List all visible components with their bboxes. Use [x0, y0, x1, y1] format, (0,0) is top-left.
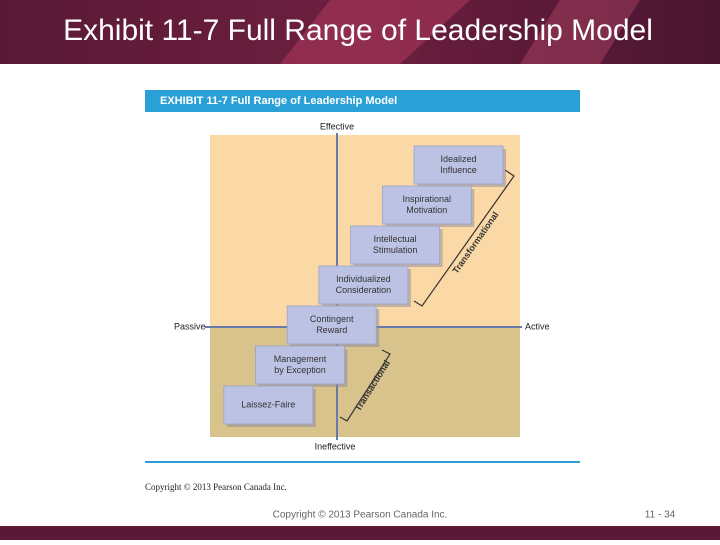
box-label: Laissez-Faire [241, 399, 295, 409]
box [350, 225, 441, 265]
box [413, 145, 504, 185]
box-label: Inspirational [403, 194, 452, 204]
box-label: Idealized [440, 154, 476, 164]
box-label: Reward [316, 325, 347, 335]
axis-label: Effective [320, 121, 354, 131]
box [286, 305, 377, 345]
exhibit-header-bar [145, 90, 580, 112]
box [318, 265, 409, 305]
box-label: Intellectual [374, 234, 417, 244]
exhibit-header: EXHIBIT 11-7 Full Range of Leadership Mo… [160, 95, 397, 107]
box [223, 385, 314, 425]
axis-label: Active [525, 321, 550, 331]
box-label: Consideration [336, 285, 392, 295]
box-label: Management [274, 354, 327, 364]
slide-title: Exhibit 11-7 Full Range of Leadership Mo… [63, 14, 653, 47]
box [255, 345, 345, 385]
axis-label: Ineffective [315, 441, 356, 451]
title-decoration [520, 0, 640, 64]
exhibit-copyright: Copyright © 2013 Pearson Canada Inc. [145, 482, 287, 492]
bracket [413, 169, 515, 307]
box-label: Influence [440, 165, 477, 175]
bottom-bar [0, 526, 720, 540]
box-label: by Exception [274, 365, 326, 375]
page-number: 11 - 34 [645, 510, 676, 521]
footer-copyright: Copyright © 2013 Pearson Canada Inc. [273, 510, 448, 521]
box-label: Motivation [406, 205, 447, 215]
box-label: Stimulation [373, 245, 418, 255]
title-decoration [280, 0, 470, 64]
box-label: Individualized [336, 274, 391, 284]
bracket [339, 349, 391, 422]
box-label: Contingent [310, 314, 354, 324]
box [381, 185, 472, 225]
axis-label: Passive [174, 321, 206, 331]
